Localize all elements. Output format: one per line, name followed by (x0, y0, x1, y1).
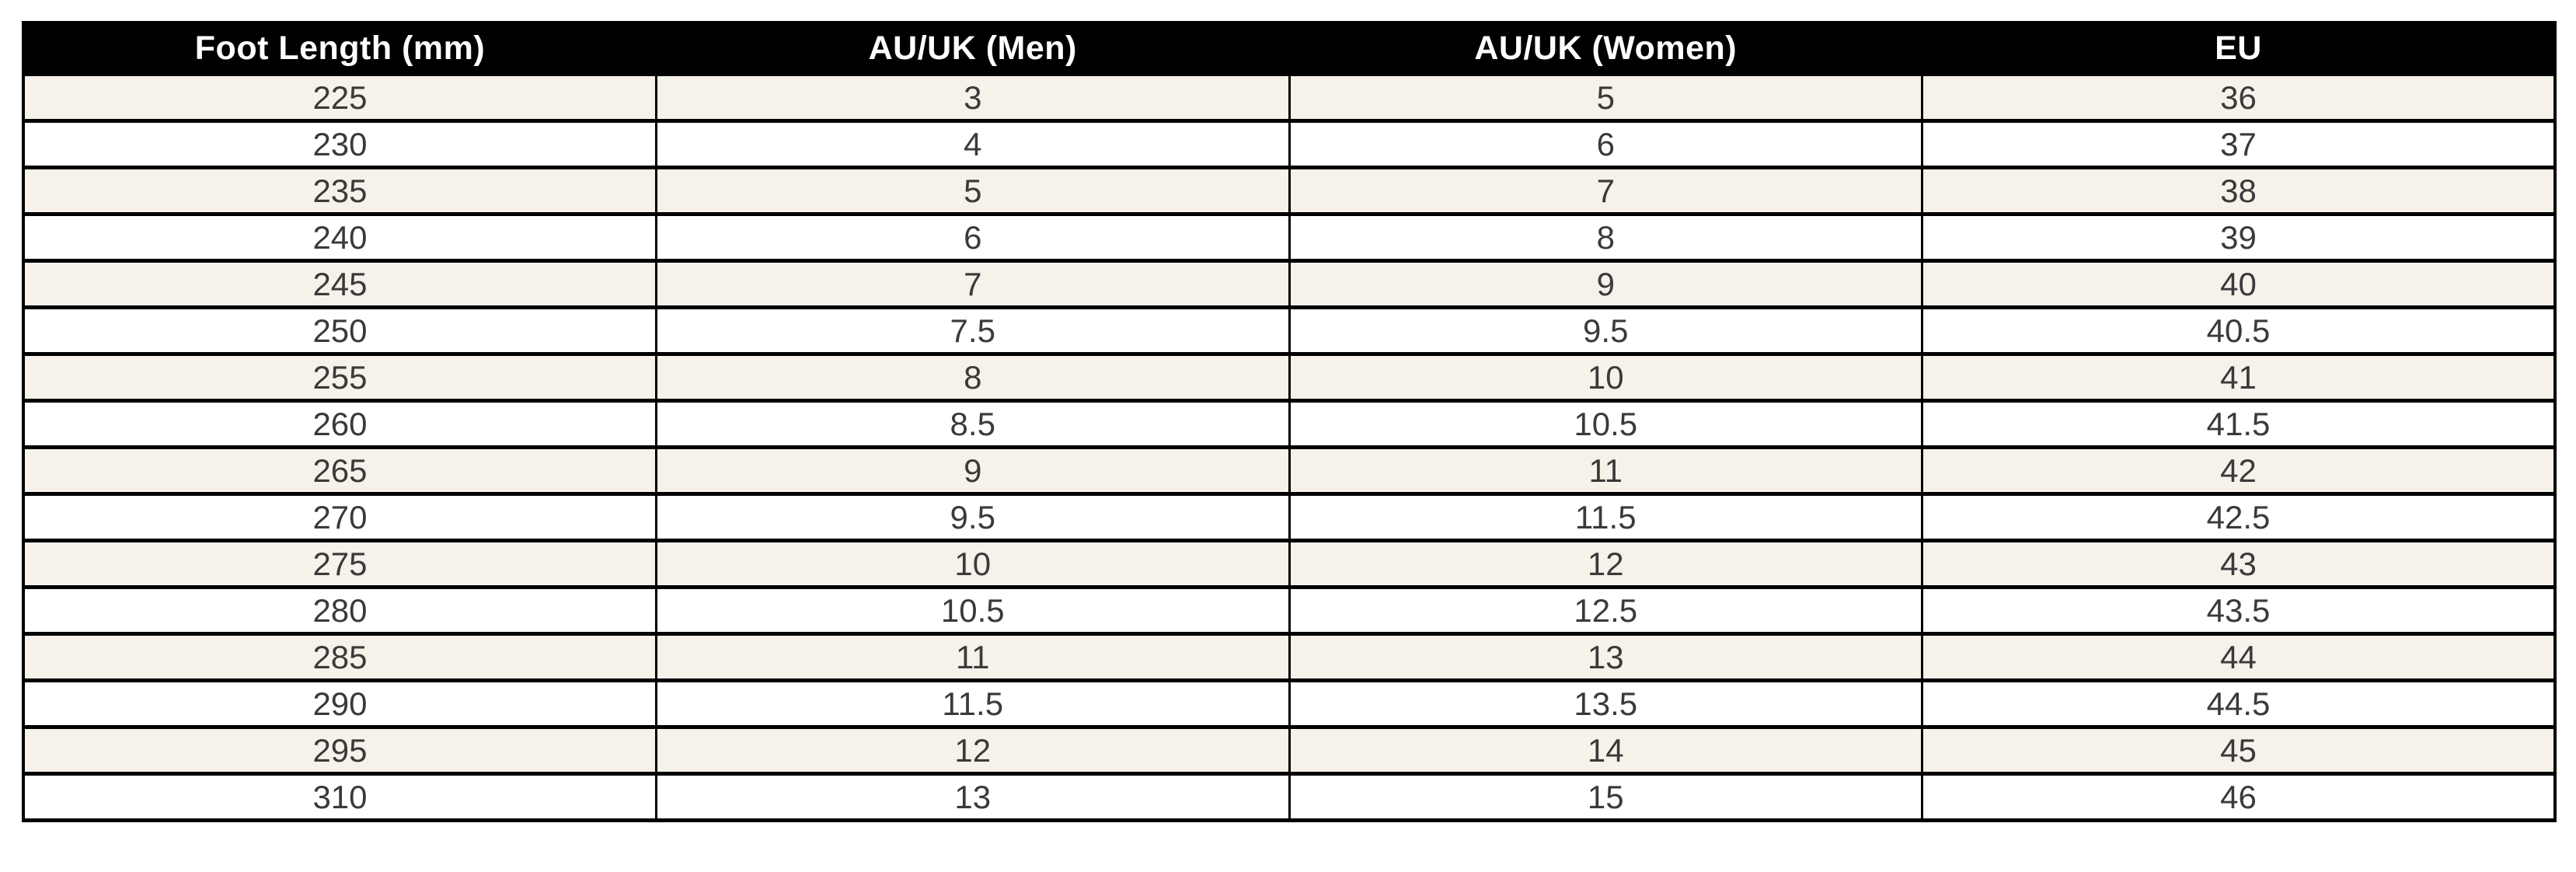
table-cell: 36 (1921, 72, 2557, 123)
table-cell: 7 (1288, 166, 1923, 216)
table-cell: 8 (1288, 212, 1923, 263)
column-header-au-uk-men: AU/UK (Men) (655, 21, 1291, 75)
table-cell: 43.5 (1921, 585, 2557, 636)
table-cell: 310 (22, 772, 657, 822)
table-cell: 12 (655, 725, 1291, 776)
column-header-eu: EU (1921, 21, 2557, 75)
table-cell: 245 (22, 259, 657, 309)
table-cell: 255 (22, 352, 657, 403)
table-row: 245 7 9 40 (22, 259, 2557, 309)
table-row: 265 9 11 42 (22, 445, 2557, 496)
table-cell: 270 (22, 492, 657, 542)
table-cell: 235 (22, 166, 657, 216)
header-row: Foot Length (mm) AU/UK (Men) AU/UK (Wome… (22, 21, 2557, 75)
table-cell: 45 (1921, 725, 2557, 776)
table-cell: 275 (22, 539, 657, 589)
table-body: 225 3 5 36 230 4 6 37 235 5 7 38 240 6 8 (22, 72, 2557, 822)
table-cell: 285 (22, 632, 657, 682)
table-cell: 40.5 (1921, 305, 2557, 356)
table-cell: 9.5 (1288, 305, 1923, 356)
table-cell: 260 (22, 399, 657, 449)
table-cell: 10.5 (1288, 399, 1923, 449)
table-cell: 8 (655, 352, 1291, 403)
table-cell: 7 (655, 259, 1291, 309)
table-cell: 11 (655, 632, 1291, 682)
table-cell: 37 (1921, 119, 2557, 169)
table-cell: 42.5 (1921, 492, 2557, 542)
table-cell: 41.5 (1921, 399, 2557, 449)
table-cell: 38 (1921, 166, 2557, 216)
table-cell: 10.5 (655, 585, 1291, 636)
table-row: 255 8 10 41 (22, 352, 2557, 403)
table-cell: 9 (1288, 259, 1923, 309)
table-cell: 5 (1288, 72, 1923, 123)
table-cell: 10 (1288, 352, 1923, 403)
table-cell: 250 (22, 305, 657, 356)
table-cell: 8.5 (655, 399, 1291, 449)
table-cell: 43 (1921, 539, 2557, 589)
table-row: 285 11 13 44 (22, 632, 2557, 682)
table-cell: 265 (22, 445, 657, 496)
table-cell: 295 (22, 725, 657, 776)
table-cell: 14 (1288, 725, 1923, 776)
table-row: 280 10.5 12.5 43.5 (22, 585, 2557, 636)
table-cell: 240 (22, 212, 657, 263)
table-cell: 4 (655, 119, 1291, 169)
table-cell: 10 (655, 539, 1291, 589)
table-cell: 290 (22, 678, 657, 729)
table-cell: 225 (22, 72, 657, 123)
table-cell: 13 (1288, 632, 1923, 682)
table-cell: 6 (1288, 119, 1923, 169)
table-cell: 13.5 (1288, 678, 1923, 729)
table-cell: 280 (22, 585, 657, 636)
table-cell: 15 (1288, 772, 1923, 822)
table-row: 310 13 15 46 (22, 772, 2557, 822)
table-cell: 42 (1921, 445, 2557, 496)
table-cell: 7.5 (655, 305, 1291, 356)
column-header-au-uk-women: AU/UK (Women) (1288, 21, 1923, 75)
table-cell: 230 (22, 119, 657, 169)
table-cell: 12.5 (1288, 585, 1923, 636)
table-cell: 11.5 (655, 678, 1291, 729)
table-row: 240 6 8 39 (22, 212, 2557, 263)
table-row: 230 4 6 37 (22, 119, 2557, 169)
table-cell: 11 (1288, 445, 1923, 496)
table-cell: 6 (655, 212, 1291, 263)
table-cell: 41 (1921, 352, 2557, 403)
table-row: 260 8.5 10.5 41.5 (22, 399, 2557, 449)
table-row: 295 12 14 45 (22, 725, 2557, 776)
table-header: Foot Length (mm) AU/UK (Men) AU/UK (Wome… (22, 21, 2557, 75)
shoe-size-table-wrap: Foot Length (mm) AU/UK (Men) AU/UK (Wome… (22, 21, 2557, 822)
shoe-size-conversion-table: Foot Length (mm) AU/UK (Men) AU/UK (Wome… (22, 21, 2557, 822)
table-row: 225 3 5 36 (22, 72, 2557, 123)
table-cell: 40 (1921, 259, 2557, 309)
table-cell: 9 (655, 445, 1291, 496)
table-row: 290 11.5 13.5 44.5 (22, 678, 2557, 729)
table-row: 275 10 12 43 (22, 539, 2557, 589)
table-row: 235 5 7 38 (22, 166, 2557, 216)
table-cell: 44 (1921, 632, 2557, 682)
table-cell: 44.5 (1921, 678, 2557, 729)
table-row: 270 9.5 11.5 42.5 (22, 492, 2557, 542)
column-header-foot-length: Foot Length (mm) (22, 21, 657, 75)
table-cell: 39 (1921, 212, 2557, 263)
table-row: 250 7.5 9.5 40.5 (22, 305, 2557, 356)
table-cell: 13 (655, 772, 1291, 822)
table-cell: 11.5 (1288, 492, 1923, 542)
table-cell: 9.5 (655, 492, 1291, 542)
table-cell: 3 (655, 72, 1291, 123)
table-cell: 46 (1921, 772, 2557, 822)
table-cell: 5 (655, 166, 1291, 216)
table-cell: 12 (1288, 539, 1923, 589)
